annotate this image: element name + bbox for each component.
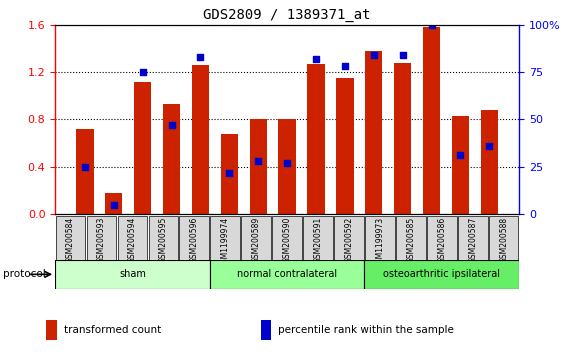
Point — [109, 202, 118, 207]
Bar — [163, 104, 180, 214]
Point — [485, 143, 494, 149]
Bar — [307, 64, 325, 214]
Text: GSM200587: GSM200587 — [468, 216, 477, 263]
Bar — [364, 260, 519, 289]
Text: GSM200590: GSM200590 — [282, 216, 292, 263]
Bar — [365, 216, 395, 260]
Text: normal contralateral: normal contralateral — [237, 269, 337, 279]
Bar — [458, 216, 488, 260]
Point — [224, 170, 234, 175]
Point — [398, 52, 407, 58]
Bar — [303, 216, 333, 260]
Bar — [394, 63, 411, 214]
Text: GSM1199973: GSM1199973 — [375, 216, 385, 268]
Point — [311, 56, 321, 62]
Bar — [134, 81, 151, 214]
Bar — [76, 129, 93, 214]
Text: GSM200589: GSM200589 — [252, 216, 260, 263]
Bar — [481, 110, 498, 214]
Point — [80, 164, 89, 170]
Point — [138, 69, 147, 75]
Text: GSM200584: GSM200584 — [66, 216, 75, 263]
Text: percentile rank within the sample: percentile rank within the sample — [278, 325, 454, 335]
Bar — [105, 193, 122, 214]
Text: GSM200595: GSM200595 — [159, 216, 168, 263]
Point — [196, 54, 205, 60]
Bar — [55, 260, 210, 289]
Point — [427, 22, 436, 28]
Bar — [423, 27, 440, 214]
Bar — [179, 216, 209, 260]
Point — [369, 52, 378, 58]
Bar — [452, 116, 469, 214]
Text: GSM200593: GSM200593 — [97, 216, 106, 263]
Title: GDS2809 / 1389371_at: GDS2809 / 1389371_at — [204, 8, 371, 22]
Bar — [334, 216, 364, 260]
Text: protocol: protocol — [3, 269, 46, 279]
Bar — [148, 216, 178, 260]
Bar — [272, 216, 302, 260]
Text: GSM200591: GSM200591 — [314, 216, 322, 263]
Bar — [220, 134, 238, 214]
Bar — [396, 216, 426, 260]
Point — [340, 64, 350, 69]
Bar — [489, 216, 519, 260]
Text: GSM200586: GSM200586 — [437, 216, 446, 263]
Text: GSM1199974: GSM1199974 — [221, 216, 230, 268]
Bar — [210, 260, 364, 289]
Bar — [192, 65, 209, 214]
Point — [282, 160, 292, 166]
Bar — [336, 78, 354, 214]
Bar — [118, 216, 147, 260]
Bar — [211, 216, 240, 260]
Text: GSM200585: GSM200585 — [407, 216, 415, 263]
Point — [167, 122, 176, 128]
Bar — [427, 216, 456, 260]
Point — [456, 153, 465, 158]
Text: GSM200588: GSM200588 — [499, 216, 508, 263]
Bar — [249, 119, 267, 214]
Text: sham: sham — [119, 269, 146, 279]
Text: GSM200592: GSM200592 — [345, 216, 353, 263]
Bar — [56, 216, 85, 260]
Text: transformed count: transformed count — [64, 325, 161, 335]
Bar — [365, 51, 382, 214]
Bar — [278, 119, 296, 214]
Point — [253, 158, 263, 164]
Text: osteoarthritic ipsilateral: osteoarthritic ipsilateral — [383, 269, 501, 279]
Bar — [86, 216, 117, 260]
Bar — [241, 216, 271, 260]
Text: GSM200596: GSM200596 — [190, 216, 199, 263]
Text: GSM200594: GSM200594 — [128, 216, 137, 263]
